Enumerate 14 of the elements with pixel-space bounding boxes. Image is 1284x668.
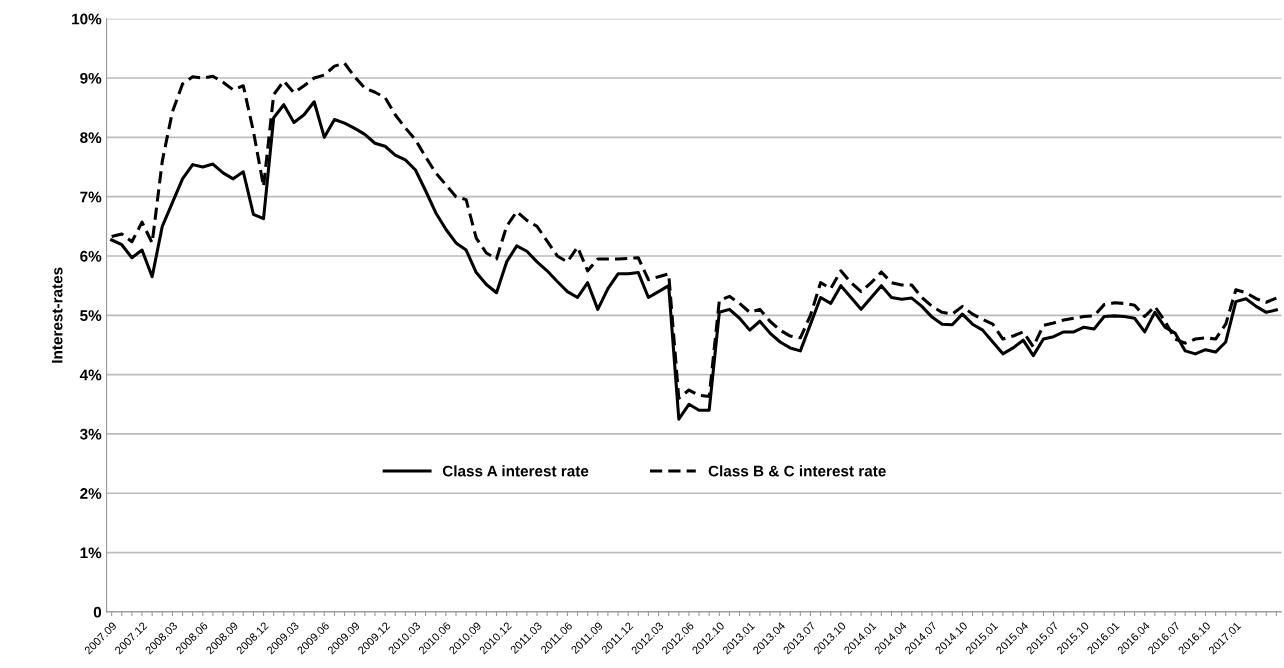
y-tick-label: 4%	[79, 369, 102, 381]
y-tick-label: 5%	[80, 310, 102, 321]
y-tick-label: 1%	[80, 547, 102, 559]
y-tick-label: 7%	[80, 191, 102, 203]
y-tick-label: 9%	[80, 72, 102, 84]
y-tick-label: 6%	[80, 250, 102, 262]
y-tick-label: 2%	[80, 488, 102, 499]
y-tick-label: 10%	[72, 13, 102, 25]
y-tick-label: 8%	[80, 132, 102, 144]
y-axis-title: Interest-rates	[51, 267, 63, 363]
legend-label: Class A interest rate	[442, 465, 589, 477]
legend-label: Class B & C interest rate	[708, 465, 886, 477]
y-tick-label: 0	[93, 606, 102, 618]
y-tick-label: 3%	[79, 428, 102, 440]
